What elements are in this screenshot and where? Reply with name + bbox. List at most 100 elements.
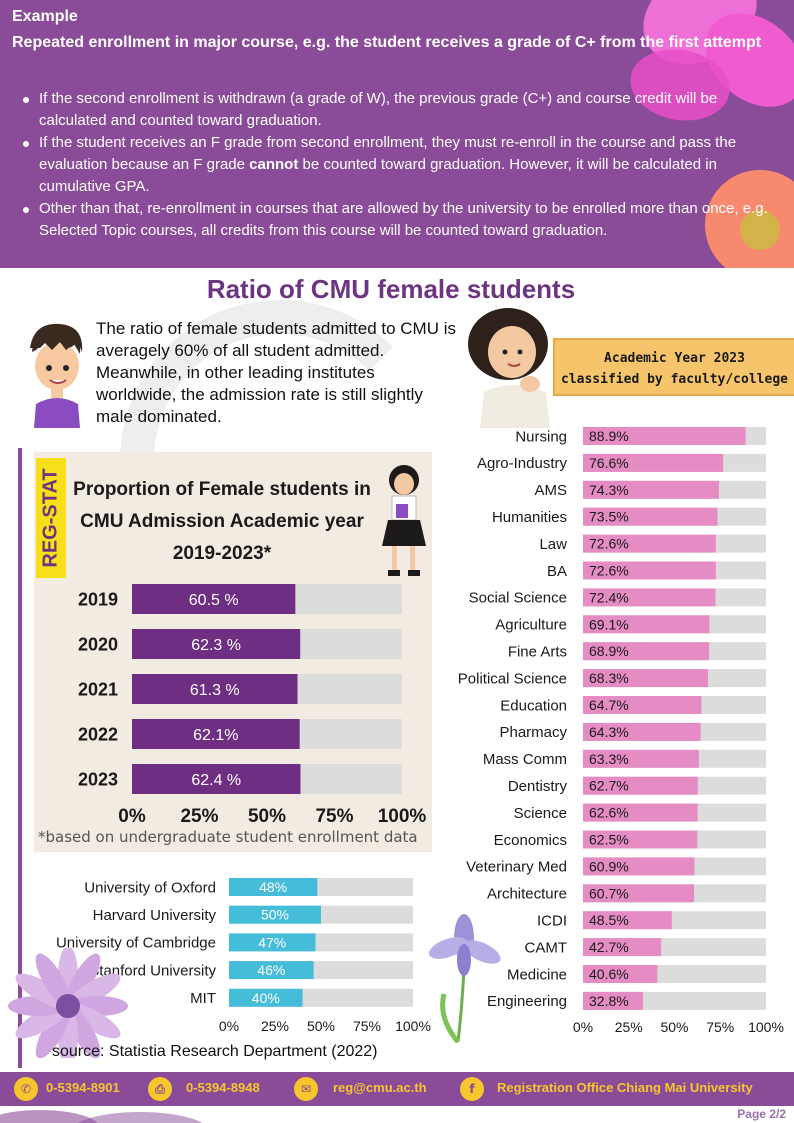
data-bar <box>229 933 316 952</box>
data-bar <box>229 961 314 980</box>
data-label: 64.7% <box>589 697 629 713</box>
category-label: Harvard University <box>93 907 217 924</box>
category-label: Nursing <box>515 428 567 445</box>
reg-stat-label: REG-STAT <box>39 468 62 568</box>
tick-label: 75% <box>315 806 353 826</box>
category-label: Mass Comm <box>483 751 567 768</box>
student-illustration <box>382 465 426 576</box>
data-bar <box>583 669 708 688</box>
data-bar <box>583 453 724 472</box>
phone-icon: ✆ <box>14 1077 38 1101</box>
data-label: 42.7% <box>589 939 629 955</box>
category-label: Law <box>539 536 567 553</box>
category-label: MIT <box>190 990 216 1007</box>
tick-label: 75% <box>353 1018 381 1034</box>
tick-label: 0% <box>219 1018 239 1034</box>
source-note: source: Statistia Research Department (2… <box>52 1043 378 1060</box>
footer-phone-2[interactable]: 0-5394-8948 <box>186 1080 260 1095</box>
data-label: 73.5% <box>589 509 629 525</box>
data-label: 64.3% <box>589 724 629 740</box>
page-title: Ratio of CMU female students <box>206 274 576 304</box>
category-label: Medicine <box>507 966 567 983</box>
data-label: 72.4% <box>589 589 629 605</box>
category-label: 2023 <box>78 769 118 789</box>
category-label: Agro-Industry <box>477 455 568 472</box>
example-heading: Repeated enrollment in major course, e.g… <box>12 34 762 51</box>
data-bar <box>132 719 300 749</box>
tick-label: 25% <box>180 806 218 826</box>
data-bar <box>583 911 672 930</box>
data-label: 69.1% <box>589 616 629 632</box>
world-university-chart: University of Oxford 48% Harvard Universit… <box>56 878 431 1034</box>
data-bar <box>583 830 698 849</box>
data-bar <box>132 629 301 659</box>
data-bar <box>229 878 318 896</box>
facebook-icon: f <box>460 1077 484 1101</box>
example-bullet-2-bold: cannot <box>249 156 299 173</box>
example-bullet-1: If the second enrollment is withdrawn (a… <box>20 88 775 132</box>
data-bar <box>583 722 701 741</box>
data-label: 62.5% <box>589 832 629 848</box>
data-bar <box>583 884 695 903</box>
category-label: Political Science <box>458 670 567 687</box>
data-label: 48% <box>259 879 287 895</box>
data-label: 60.9% <box>589 858 629 874</box>
category-label: Veterinary Med <box>466 859 567 876</box>
example-bullet-2-text: If the student receives an F grade from … <box>39 134 737 173</box>
data-label: 68.3% <box>589 670 629 686</box>
category-label: Education <box>500 697 567 714</box>
category-label: AMS <box>534 482 567 499</box>
data-bar <box>583 803 698 822</box>
category-label: 2019 <box>78 589 118 609</box>
category-label: 2020 <box>78 634 118 654</box>
category-label: Stanford University <box>89 962 216 979</box>
faculty-female-chart: Nursing 88.9% Agro-Industry 76.6% AMS 74.3% Hu… <box>458 427 784 1035</box>
cmu-female-chart: 2019 60.5 % 2020 62.3 % 2021 61.3 % 2022 62.1% 2… <box>78 584 427 826</box>
data-bar <box>583 749 699 768</box>
data-bar <box>583 776 698 795</box>
example-box: Example Repeated enrollment in major cou… <box>0 0 794 268</box>
data-bar <box>583 991 644 1010</box>
footer-phone-1[interactable]: 0-5394-8901 <box>46 1080 120 1095</box>
data-label: 74.3% <box>589 482 629 498</box>
email-icon: ✉ <box>294 1077 318 1101</box>
category-label: University of Cambridge <box>56 935 216 952</box>
data-bar <box>583 480 719 499</box>
category-label: Social Science <box>469 590 567 607</box>
data-label: 40.6% <box>589 966 629 982</box>
tick-label: 75% <box>706 1019 734 1035</box>
category-label: Humanities <box>492 509 567 526</box>
tick-label: 50% <box>248 806 286 826</box>
flower-decoration-left <box>8 948 128 1058</box>
data-bar <box>583 615 710 634</box>
iris-flower-decoration <box>428 914 501 1044</box>
footer-bar: ✆ 0-5394-8901 ⎙ 0-5394-8948 ✉ reg@cmu.ac… <box>0 1072 794 1106</box>
data-bar <box>583 938 662 957</box>
data-bar <box>132 584 296 614</box>
data-bar <box>583 427 746 445</box>
data-bar <box>132 674 298 704</box>
cmu-chart-title: Proportion of Female students in CMU Adm… <box>73 479 371 564</box>
footer-email[interactable]: reg@cmu.ac.th <box>333 1080 427 1095</box>
tick-label: 100% <box>378 806 427 826</box>
data-bar <box>132 764 301 794</box>
data-label: 61.3 % <box>190 682 240 699</box>
category-label: 2021 <box>78 679 118 699</box>
reg-stat-tag: REG-STAT <box>36 458 66 578</box>
category-label: Dentistry <box>508 778 568 795</box>
category-label: Architecture <box>487 886 567 903</box>
tick-label: 50% <box>660 1019 688 1035</box>
tick-label: 25% <box>261 1018 289 1034</box>
academic-year-line2: classified by faculty/college <box>561 372 788 387</box>
category-label: ICDI <box>537 912 567 929</box>
tick-label: 0% <box>118 806 146 826</box>
data-label: 50% <box>261 907 289 923</box>
data-label: 62.6% <box>589 805 629 821</box>
data-label: 46% <box>257 962 285 978</box>
category-label: Fine Arts <box>508 643 567 660</box>
footer-facebook[interactable]: Registration Office Chiang Mai Universit… <box>497 1080 753 1095</box>
data-label: 68.9% <box>589 643 629 659</box>
example-bullet-list: If the second enrollment is withdrawn (a… <box>20 88 775 242</box>
girl-illustration <box>468 308 550 428</box>
data-bar <box>583 696 702 714</box>
